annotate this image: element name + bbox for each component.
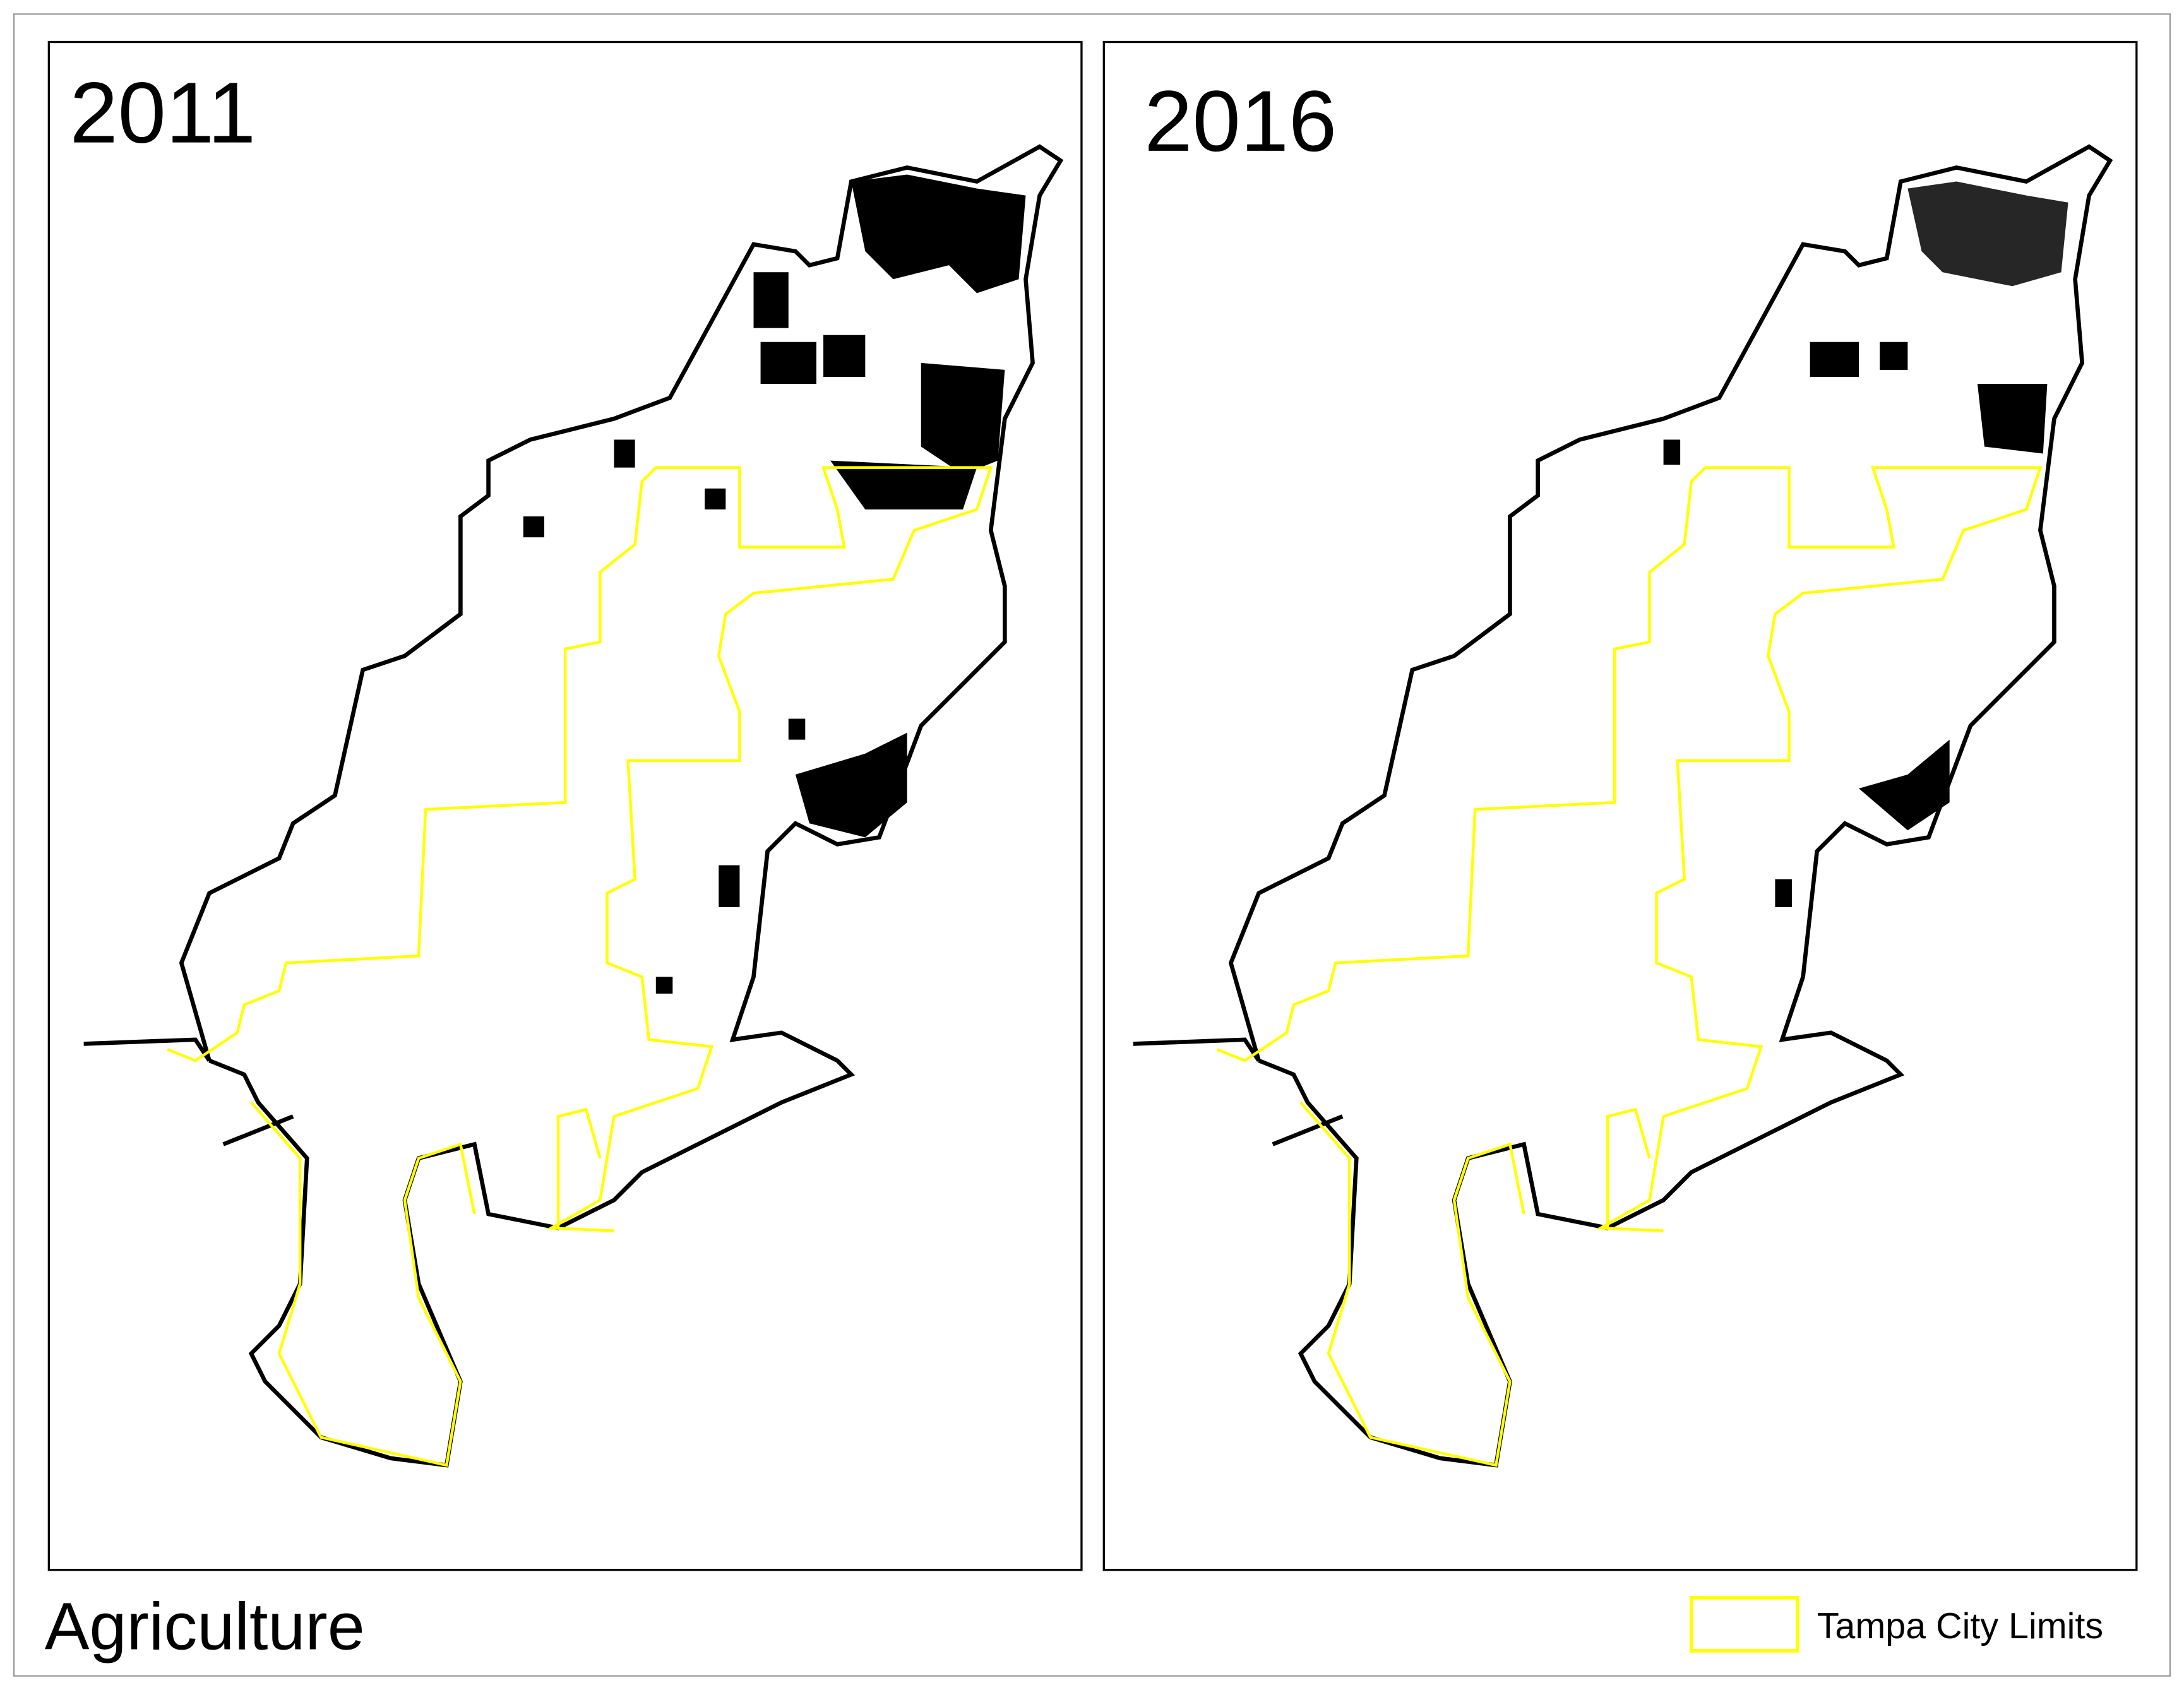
map-panel bbox=[1102, 40, 2138, 1571]
legend-swatch bbox=[1690, 1596, 1799, 1653]
legend-label: Tampa City Limits bbox=[1817, 1606, 2103, 1646]
panel-title: 2011 bbox=[70, 65, 256, 162]
map-panel bbox=[47, 40, 1083, 1571]
outer-frame bbox=[13, 13, 2171, 1677]
figure-title: Agriculture bbox=[45, 1590, 365, 1664]
panel-title: 2016 bbox=[1144, 73, 1337, 170]
